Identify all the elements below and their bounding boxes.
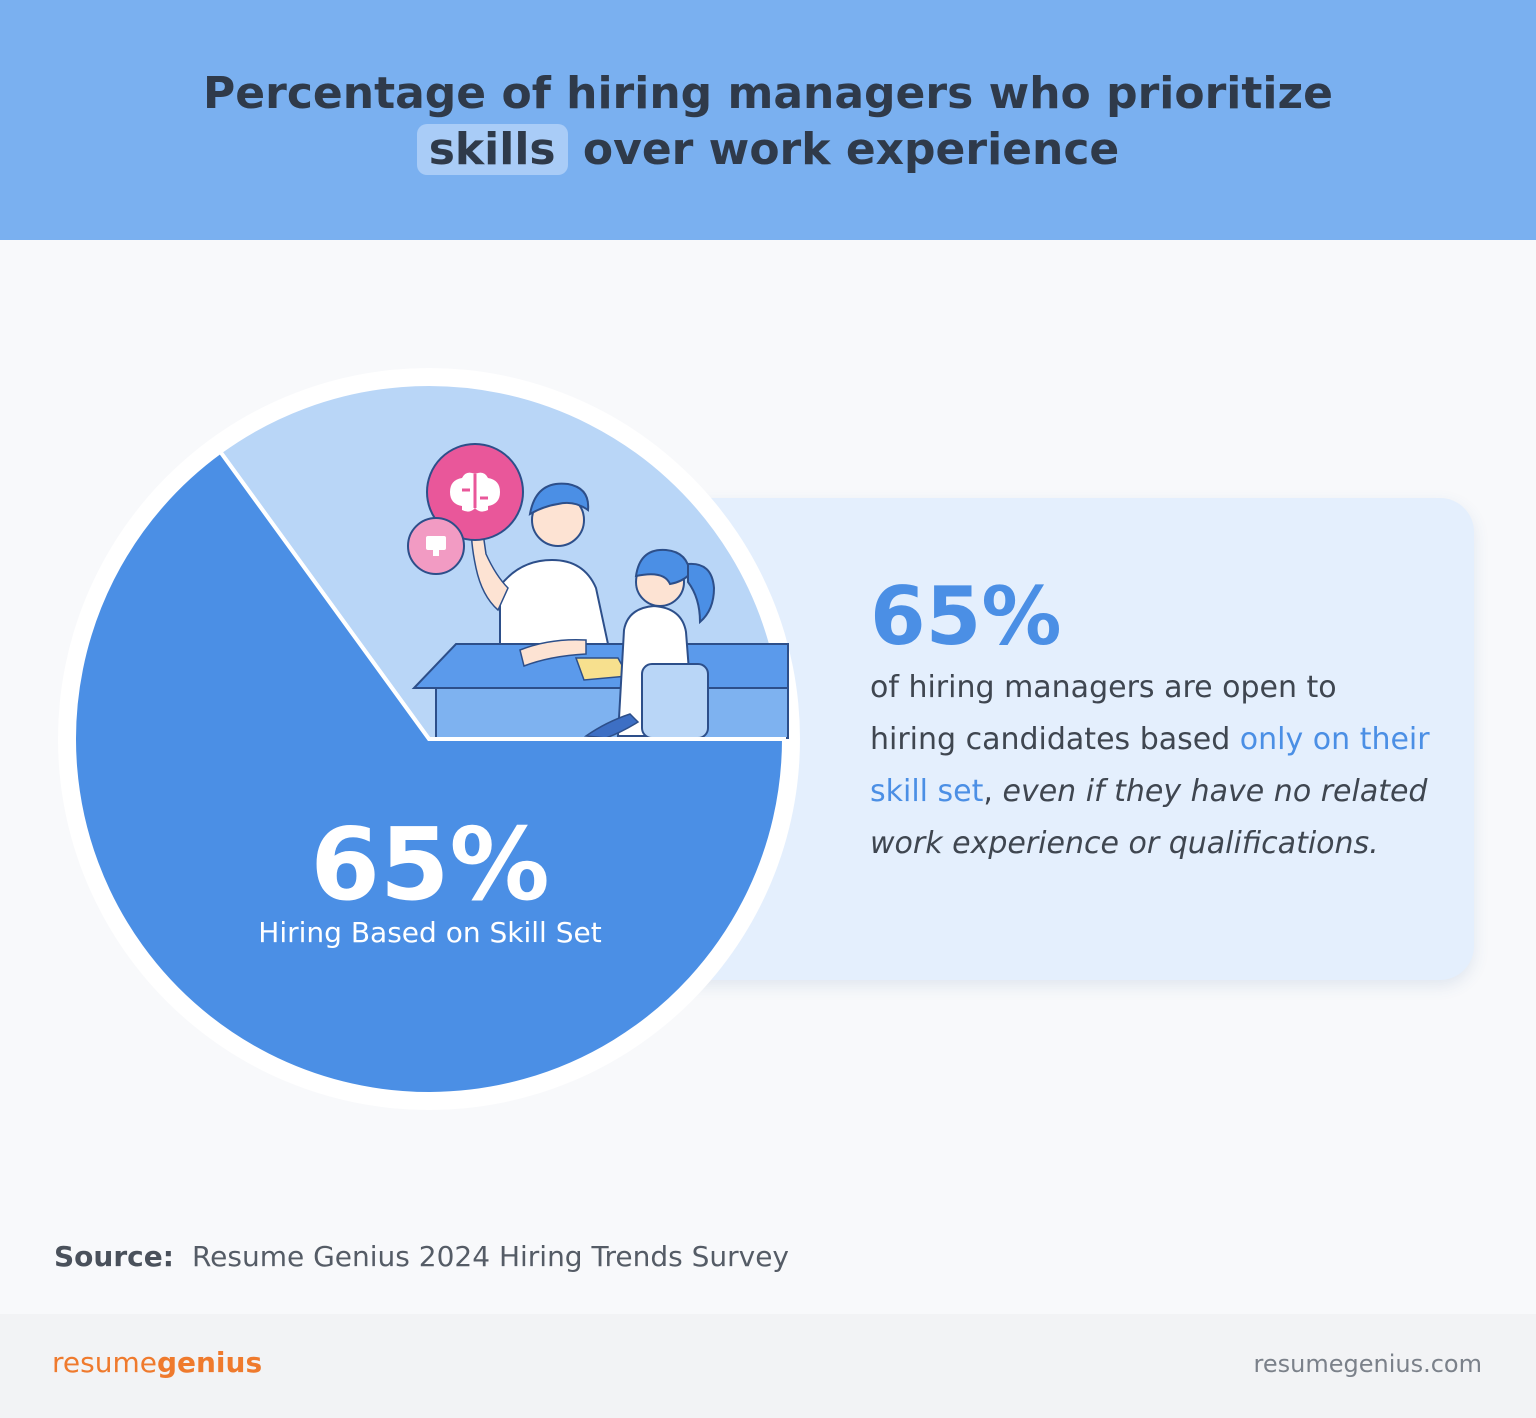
man-shirt <box>499 558 610 645</box>
card-description: of hiring managers are open to hiring ca… <box>870 662 1430 870</box>
logo-genius: genius <box>156 1346 263 1379</box>
header-banner <box>0 0 1536 240</box>
desc-italic: even if they have no related work experi… <box>870 774 1428 861</box>
site-url: resumegenius.com <box>1253 1350 1482 1378</box>
desc-accent: only on their skill set <box>870 722 1430 809</box>
desc-comma: , <box>983 774 1003 809</box>
woman-leg <box>583 713 640 739</box>
title-rest: over work experience <box>567 124 1120 175</box>
hiring-illustration <box>407 443 789 739</box>
pie-data-label: 65% <box>310 806 550 923</box>
pie-slice-skill-set <box>72 449 787 1096</box>
page-title-line1: Percentage of hiring managers who priori… <box>203 68 1333 119</box>
brain-icon <box>450 472 500 512</box>
source-note: Source: Resume Genius 2024 Hiring Trends … <box>54 1240 789 1273</box>
source-text: Resume Genius 2024 Hiring Trends Survey <box>191 1240 790 1273</box>
chair <box>641 663 709 739</box>
paper-sheet <box>574 657 630 681</box>
pie-slice-label: Hiring Based on Skill Set <box>258 916 602 949</box>
footer-bar <box>0 1314 1536 1418</box>
logo-resume: resume <box>52 1346 157 1379</box>
pie-chart <box>58 368 800 1110</box>
brand-logo: resumegenius <box>52 1346 262 1379</box>
man-hair <box>528 482 590 516</box>
page-title-line2: skills over work experience <box>0 122 1536 178</box>
presentation-icon <box>426 536 446 556</box>
desc-plain: of hiring managers are open to hiring ca… <box>870 670 1337 757</box>
source-label: Source: <box>54 1240 174 1273</box>
woman-ponytail <box>687 562 716 625</box>
card-stat: 65% <box>870 570 1062 663</box>
pie-svg <box>58 368 800 1110</box>
man-arm <box>519 638 587 668</box>
title-highlight: skills <box>416 124 568 175</box>
